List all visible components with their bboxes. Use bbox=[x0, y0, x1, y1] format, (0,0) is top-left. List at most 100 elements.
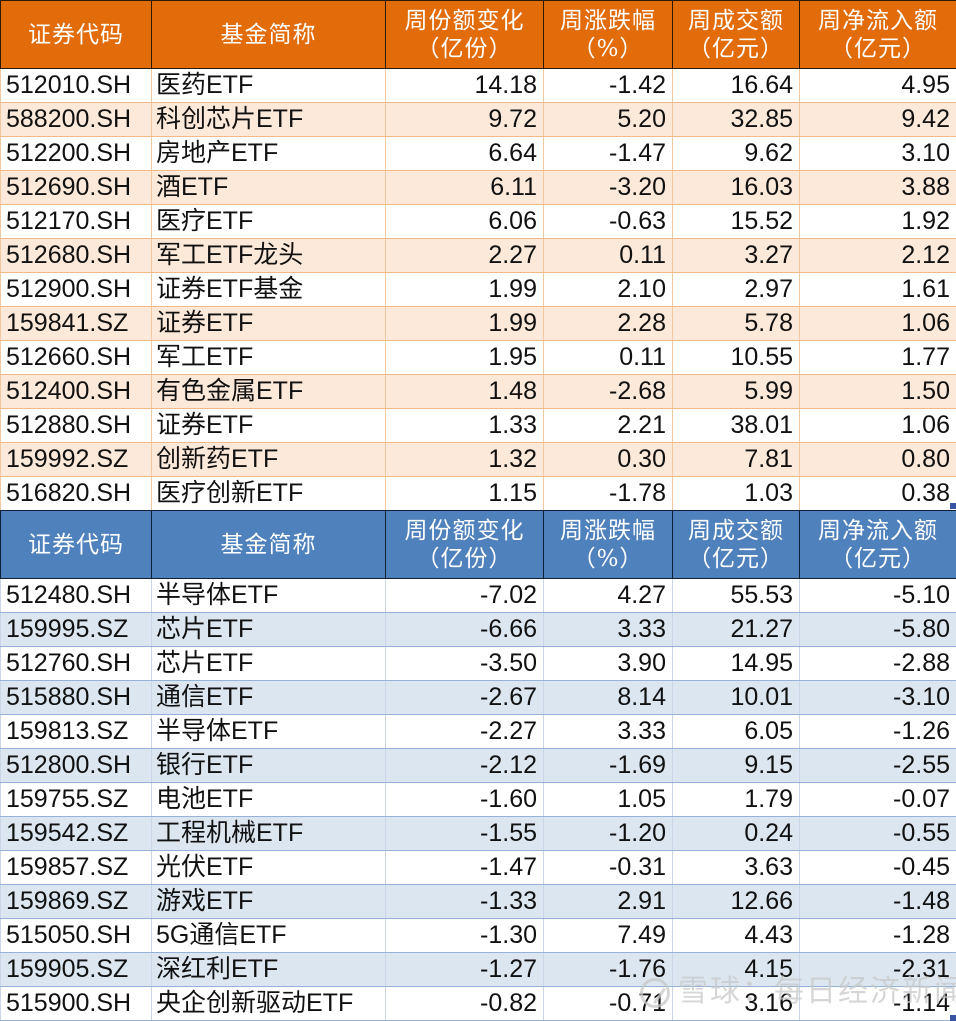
name-cell[interactable]: 证券ETF基金 bbox=[151, 272, 386, 307]
code-cell[interactable]: 512480.SH bbox=[0, 578, 152, 613]
turnover-cell[interactable]: 1.03 bbox=[672, 476, 800, 511]
share-change-cell[interactable]: -2.12 bbox=[385, 748, 544, 783]
net-inflow-cell[interactable]: 1.77 bbox=[799, 340, 956, 375]
pct-change-cell[interactable]: -1.76 bbox=[543, 952, 673, 987]
turnover-cell[interactable]: 2.97 bbox=[672, 272, 800, 307]
pct-change-cell[interactable]: 2.21 bbox=[543, 408, 673, 443]
pct-change-cell[interactable]: 4.27 bbox=[543, 578, 673, 613]
code-cell[interactable]: 512900.SH bbox=[0, 272, 152, 307]
selection-handle-top[interactable] bbox=[950, 503, 956, 509]
turnover-cell[interactable]: 10.01 bbox=[672, 680, 800, 715]
pct-change-cell[interactable]: 7.49 bbox=[543, 918, 673, 953]
name-cell[interactable]: 证券ETF bbox=[151, 408, 386, 443]
name-cell[interactable]: 科创芯片ETF bbox=[151, 102, 386, 137]
code-cell[interactable]: 512680.SH bbox=[0, 238, 152, 273]
turnover-cell[interactable]: 5.78 bbox=[672, 306, 800, 341]
name-cell[interactable]: 医疗ETF bbox=[151, 204, 386, 239]
turnover-cell[interactable]: 3.27 bbox=[672, 238, 800, 273]
share-change-cell[interactable]: 2.27 bbox=[385, 238, 544, 273]
share-change-cell[interactable]: -1.55 bbox=[385, 816, 544, 851]
share-change-cell[interactable]: -0.82 bbox=[385, 986, 544, 1021]
net-inflow-cell[interactable]: -1.26 bbox=[799, 714, 956, 749]
code-cell[interactable]: 588200.SH bbox=[0, 102, 152, 137]
code-cell[interactable]: 159869.SZ bbox=[0, 884, 152, 919]
net-inflow-cell[interactable]: 2.12 bbox=[799, 238, 956, 273]
code-cell[interactable]: 159841.SZ bbox=[0, 306, 152, 341]
code-cell[interactable]: 159542.SZ bbox=[0, 816, 152, 851]
net-inflow-cell[interactable]: 3.10 bbox=[799, 136, 956, 171]
turnover-cell[interactable]: 4.15 bbox=[672, 952, 800, 987]
share-change-cell[interactable]: -1.27 bbox=[385, 952, 544, 987]
net-inflow-cell[interactable]: 1.61 bbox=[799, 272, 956, 307]
pct-change-cell[interactable]: -3.20 bbox=[543, 170, 673, 205]
pct-change-cell[interactable]: -1.69 bbox=[543, 748, 673, 783]
code-cell[interactable]: 512800.SH bbox=[0, 748, 152, 783]
pct-change-cell[interactable]: -1.78 bbox=[543, 476, 673, 511]
pct-change-cell[interactable]: -1.20 bbox=[543, 816, 673, 851]
name-cell[interactable]: 医药ETF bbox=[151, 68, 386, 103]
share-change-cell[interactable]: 6.11 bbox=[385, 170, 544, 205]
name-cell[interactable]: 深红利ETF bbox=[151, 952, 386, 987]
net-inflow-cell[interactable]: -3.10 bbox=[799, 680, 956, 715]
net-inflow-cell[interactable]: 4.95 bbox=[799, 68, 956, 103]
name-cell[interactable]: 银行ETF bbox=[151, 748, 386, 783]
net-inflow-cell[interactable]: 0.38 bbox=[799, 476, 956, 511]
net-inflow-cell[interactable]: 1.92 bbox=[799, 204, 956, 239]
net-inflow-cell[interactable]: -0.07 bbox=[799, 782, 956, 817]
name-cell[interactable]: 医疗创新ETF bbox=[151, 476, 386, 511]
code-cell[interactable]: 512010.SH bbox=[0, 68, 152, 103]
code-cell[interactable]: 159995.SZ bbox=[0, 612, 152, 647]
name-cell[interactable]: 半导体ETF bbox=[151, 714, 386, 749]
name-cell[interactable]: 有色金属ETF bbox=[151, 374, 386, 409]
share-change-cell[interactable]: 1.95 bbox=[385, 340, 544, 375]
net-inflow-cell[interactable]: 1.06 bbox=[799, 408, 956, 443]
turnover-cell[interactable]: 1.79 bbox=[672, 782, 800, 817]
pct-change-cell[interactable]: -0.63 bbox=[543, 204, 673, 239]
turnover-cell[interactable]: 9.15 bbox=[672, 748, 800, 783]
code-cell[interactable]: 159857.SZ bbox=[0, 850, 152, 885]
turnover-cell[interactable]: 16.64 bbox=[672, 68, 800, 103]
name-cell[interactable]: 光伏ETF bbox=[151, 850, 386, 885]
share-change-cell[interactable]: -2.27 bbox=[385, 714, 544, 749]
net-inflow-cell[interactable]: 9.42 bbox=[799, 102, 956, 137]
pct-change-cell[interactable]: 3.33 bbox=[543, 714, 673, 749]
pct-change-cell[interactable]: 2.91 bbox=[543, 884, 673, 919]
turnover-cell[interactable]: 7.81 bbox=[672, 442, 800, 477]
pct-change-cell[interactable]: 1.05 bbox=[543, 782, 673, 817]
share-change-cell[interactable]: 1.99 bbox=[385, 306, 544, 341]
net-inflow-cell[interactable]: -1.28 bbox=[799, 918, 956, 953]
code-cell[interactable]: 159905.SZ bbox=[0, 952, 152, 987]
pct-change-cell[interactable]: -0.71 bbox=[543, 986, 673, 1021]
pct-change-cell[interactable]: -1.47 bbox=[543, 136, 673, 171]
code-cell[interactable]: 159755.SZ bbox=[0, 782, 152, 817]
turnover-cell[interactable]: 10.55 bbox=[672, 340, 800, 375]
share-change-cell[interactable]: 1.48 bbox=[385, 374, 544, 409]
net-inflow-cell[interactable]: -2.88 bbox=[799, 646, 956, 681]
name-cell[interactable]: 芯片ETF bbox=[151, 612, 386, 647]
pct-change-cell[interactable]: 0.11 bbox=[543, 340, 673, 375]
net-inflow-cell[interactable]: -1.14 bbox=[799, 986, 956, 1021]
net-inflow-cell[interactable]: -2.55 bbox=[799, 748, 956, 783]
code-cell[interactable]: 512400.SH bbox=[0, 374, 152, 409]
turnover-cell[interactable]: 0.24 bbox=[672, 816, 800, 851]
pct-change-cell[interactable]: 3.90 bbox=[543, 646, 673, 681]
name-cell[interactable]: 创新药ETF bbox=[151, 442, 386, 477]
pct-change-cell[interactable]: 2.28 bbox=[543, 306, 673, 341]
code-cell[interactable]: 515050.SH bbox=[0, 918, 152, 953]
net-inflow-cell[interactable]: -2.31 bbox=[799, 952, 956, 987]
share-change-cell[interactable]: 1.32 bbox=[385, 442, 544, 477]
share-change-cell[interactable]: -6.66 bbox=[385, 612, 544, 647]
pct-change-cell[interactable]: -0.31 bbox=[543, 850, 673, 885]
turnover-cell[interactable]: 32.85 bbox=[672, 102, 800, 137]
name-cell[interactable]: 央企创新驱动ETF bbox=[151, 986, 386, 1021]
share-change-cell[interactable]: 1.33 bbox=[385, 408, 544, 443]
pct-change-cell[interactable]: -2.68 bbox=[543, 374, 673, 409]
net-inflow-cell[interactable]: -0.45 bbox=[799, 850, 956, 885]
code-cell[interactable]: 515880.SH bbox=[0, 680, 152, 715]
turnover-cell[interactable]: 16.03 bbox=[672, 170, 800, 205]
turnover-cell[interactable]: 55.53 bbox=[672, 578, 800, 613]
net-inflow-cell[interactable]: -5.80 bbox=[799, 612, 956, 647]
turnover-cell[interactable]: 21.27 bbox=[672, 612, 800, 647]
code-cell[interactable]: 512170.SH bbox=[0, 204, 152, 239]
share-change-cell[interactable]: 6.06 bbox=[385, 204, 544, 239]
